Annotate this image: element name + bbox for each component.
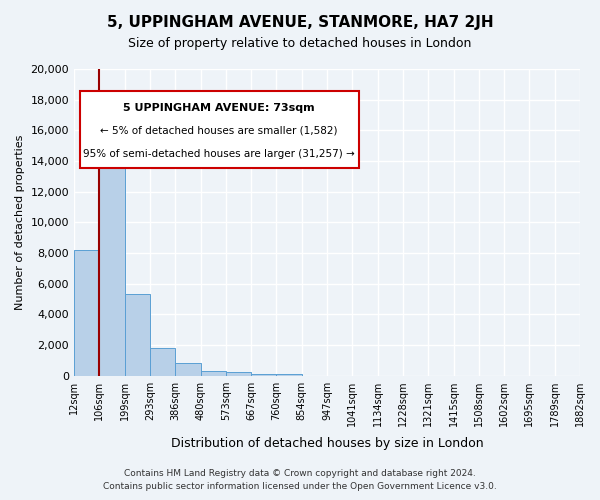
Text: 5, UPPINGHAM AVENUE, STANMORE, HA7 2JH: 5, UPPINGHAM AVENUE, STANMORE, HA7 2JH xyxy=(107,15,493,30)
Text: Contains HM Land Registry data © Crown copyright and database right 2024.: Contains HM Land Registry data © Crown c… xyxy=(124,468,476,477)
Bar xyxy=(226,372,251,376)
Text: ← 5% of detached houses are smaller (1,582): ← 5% of detached houses are smaller (1,5… xyxy=(100,126,338,136)
Bar xyxy=(150,348,175,376)
Text: 5 UPPINGHAM AVENUE: 73sqm: 5 UPPINGHAM AVENUE: 73sqm xyxy=(124,102,315,113)
Text: Size of property relative to detached houses in London: Size of property relative to detached ho… xyxy=(128,38,472,51)
Y-axis label: Number of detached properties: Number of detached properties xyxy=(15,134,25,310)
Text: 95% of semi-detached houses are larger (31,257) →: 95% of semi-detached houses are larger (… xyxy=(83,149,355,159)
Bar xyxy=(251,374,277,376)
Bar xyxy=(74,250,100,376)
Bar xyxy=(125,294,150,376)
Bar xyxy=(277,374,302,376)
Bar xyxy=(175,364,200,376)
Bar xyxy=(200,371,226,376)
Bar xyxy=(100,121,125,376)
X-axis label: Distribution of detached houses by size in London: Distribution of detached houses by size … xyxy=(171,437,484,450)
Text: Contains public sector information licensed under the Open Government Licence v3: Contains public sector information licen… xyxy=(103,482,497,491)
